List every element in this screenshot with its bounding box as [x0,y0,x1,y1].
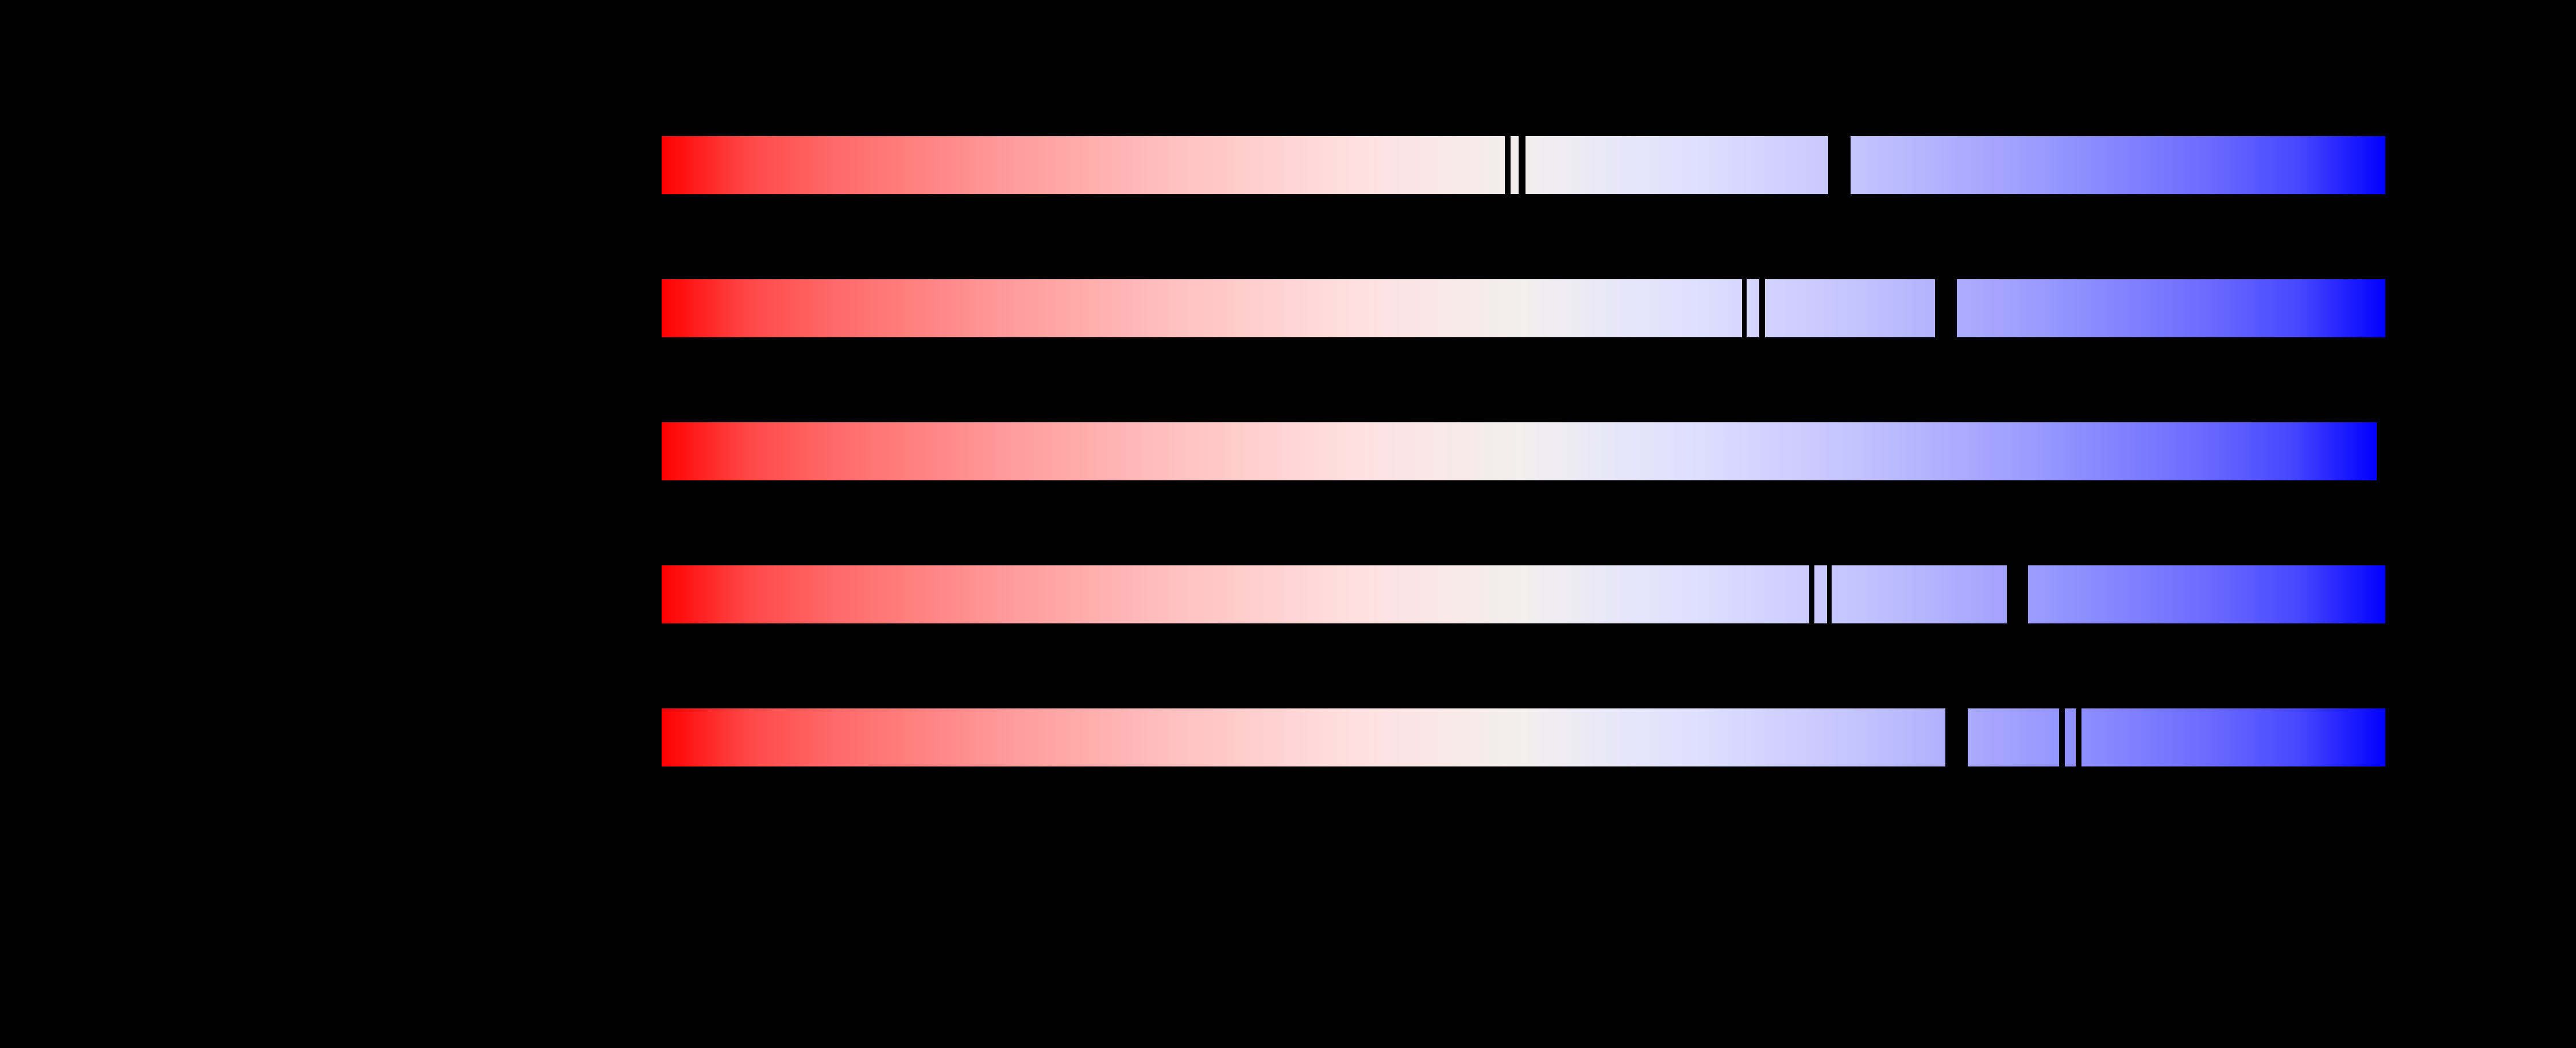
thin-marker-line [1742,279,1747,337]
thin-marker-line [1519,136,1525,194]
thin-marker-line [1809,565,1814,623]
thin-marker-line [1505,136,1511,194]
thick-marker-line [1935,279,1957,337]
thick-marker-line [1828,136,1851,194]
gradient-bar-row-2 [662,279,2385,337]
gradient-bar-row-3 [662,422,2377,480]
thin-marker-line [2076,708,2081,766]
thin-marker-line [1827,565,1832,623]
thick-marker-line [2007,565,2028,623]
gradient-bar-row-4 [662,565,2385,623]
gradient-bar-row-5 [662,708,2385,766]
thin-marker-line [2059,708,2065,766]
gradient-bar-row-1 [662,136,2385,194]
thin-marker-line [1759,279,1765,337]
thick-marker-line [1945,708,1968,766]
